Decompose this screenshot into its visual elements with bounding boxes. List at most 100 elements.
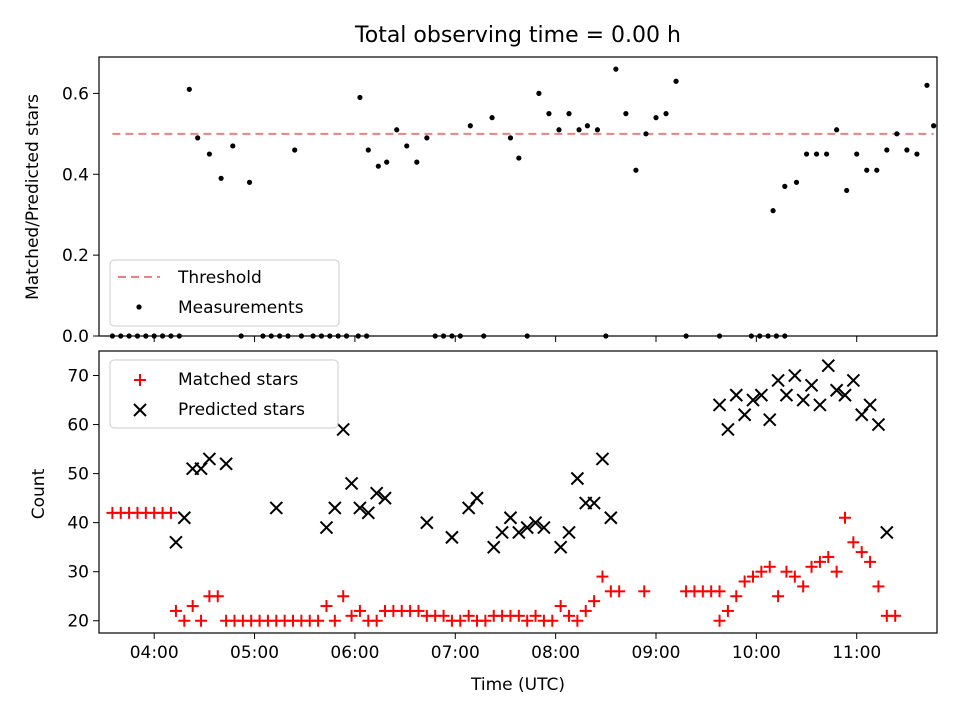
measurement-point: [643, 131, 649, 137]
matched-stars-point: [763, 560, 776, 573]
predicted-stars-point: [871, 417, 886, 432]
predicted-stars-point-b: [353, 501, 367, 515]
predicted-stars-point: [779, 388, 794, 402]
matched-stars-point: [839, 511, 852, 524]
measurement-point: [404, 143, 410, 149]
measurement-point: [584, 123, 591, 129]
predicted-stars-point: [470, 491, 484, 505]
predicted-stars-point: [420, 515, 434, 530]
predicted-stars-point: [721, 422, 735, 437]
matched-stars-point: [847, 536, 860, 549]
matched-stars-point: [788, 570, 801, 583]
matched-stars-point: [337, 590, 350, 603]
measurement-point: [292, 147, 298, 153]
measurement-point: [623, 111, 629, 117]
predicted-stars-point-b: [595, 452, 610, 466]
predicted-stars-point-b: [562, 525, 576, 540]
predicted-stars-point: [813, 398, 827, 412]
predicted-stars-point: [712, 398, 727, 412]
predicted-stars-point: [328, 501, 342, 515]
x-tick-label: 04:00: [130, 643, 179, 663]
measurement-point: [613, 66, 619, 72]
predicted-stars-point-b: [269, 501, 284, 515]
matched-stars-point: [747, 570, 760, 583]
measurement-point: [206, 151, 212, 157]
predicted-stars-point-b: [570, 471, 585, 486]
ratio-y-tick-label: 0.4: [62, 165, 89, 185]
predicted-stars-point: [487, 540, 501, 554]
predicted-stars-point: [319, 520, 334, 535]
predicted-stars-point-b: [838, 388, 852, 402]
predicted-stars-point: [344, 476, 359, 491]
x-tick-label: 10:00: [732, 643, 781, 663]
predicted-stars-point-b: [779, 388, 794, 402]
matched-stars-point: [755, 565, 768, 578]
count-axes-frame: [98, 350, 938, 634]
measurement-point: [914, 151, 920, 157]
measurement-point: [489, 115, 495, 121]
predicted-stars-point: [369, 486, 384, 500]
predicted-stars-point: [202, 452, 217, 466]
measurement-point: [904, 147, 910, 153]
matched-stars-point: [370, 614, 383, 627]
measurements-legend-label: Measurements: [178, 298, 304, 318]
predicted-stars-point-b: [169, 535, 183, 549]
predicted-stars-point: [838, 388, 852, 402]
matched-stars-point: [178, 614, 191, 627]
measurement-point: [414, 159, 420, 165]
predicted-stars-point-b: [537, 520, 551, 535]
matched-stars-point: [822, 550, 835, 563]
threshold-legend-label: Threshold: [177, 268, 262, 288]
predicted-stars-point: [528, 515, 543, 530]
measurement-point: [576, 127, 582, 133]
predicted-stars-point: [729, 388, 743, 402]
predicted-stars-point: [495, 525, 509, 540]
ratio-plot-area: 0.0 0.2 0.4 0.6: [62, 66, 937, 347]
count-y-tick-label: 50: [67, 465, 89, 485]
predicted-stars-point: [169, 535, 183, 549]
predicted-stars-point: [863, 398, 877, 412]
ratio-y-tick-label: 0.6: [62, 84, 89, 104]
measurement-point: [516, 155, 522, 161]
predicted-stars-point-b: [378, 491, 392, 505]
predicted-stars-point-b: [737, 408, 752, 422]
predicted-stars-point-b: [520, 520, 534, 535]
matched-stars-point: [805, 560, 818, 573]
predicted-stars-point: [445, 530, 459, 545]
measurement-point: [793, 179, 800, 185]
measurement-point: [424, 135, 430, 141]
matched-stars-point: [169, 604, 182, 617]
ratio-panel: Total observing time = 0.00 h Matched/Pr…: [23, 23, 938, 347]
predicted-stars-point: [553, 540, 568, 554]
predicted-stars-point-b: [344, 476, 359, 491]
predicted-stars-point: [353, 501, 367, 515]
measurement-point: [594, 127, 601, 133]
predicted-stars-point: [855, 408, 869, 422]
count-y-tick-label: 40: [67, 514, 89, 534]
predicted-stars-point-b: [194, 461, 208, 476]
predicted-stars-point-b: [470, 491, 484, 505]
measurement-point: [384, 159, 390, 165]
predicted-stars-point-b: [721, 422, 735, 437]
predicted-stars-point: [219, 457, 233, 471]
measurement-point: [556, 127, 562, 133]
matched-stars-point: [797, 580, 810, 593]
predicted-stars-point-b: [495, 525, 509, 540]
predicted-stars-point-b: [788, 368, 802, 383]
legend-box: [109, 259, 340, 327]
matched-stars-point: [554, 600, 567, 613]
matched-stars-point: [454, 614, 467, 627]
matched-stars-point: [563, 609, 576, 622]
predicted-stars-point-b: [319, 520, 334, 535]
measurement-point: [186, 86, 192, 92]
matched-stars-point: [855, 546, 868, 559]
count-y-axis-label: Count: [29, 468, 49, 519]
measurement-point: [653, 115, 659, 121]
predicted-stars-point-b: [503, 511, 518, 525]
measurement-point: [894, 131, 900, 137]
predicted-stars-point-b: [328, 501, 342, 515]
measurement-point: [844, 187, 850, 194]
predicted-stars-point: [604, 511, 618, 525]
matched-stars-point: [571, 614, 584, 627]
